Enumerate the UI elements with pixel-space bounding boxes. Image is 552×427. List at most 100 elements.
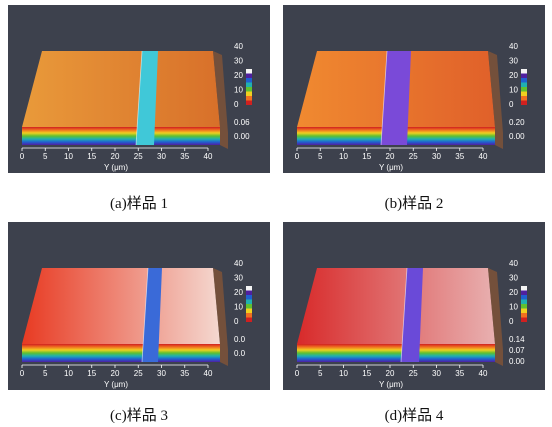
groove-edge [380,50,388,146]
x-tick-label: 35 [180,369,189,378]
colorbar-swatch [246,304,252,309]
x-tick-label: 40 [479,369,488,378]
x-tick-label: 10 [64,152,73,161]
z-tick-label: 0.07 [509,346,525,355]
colorbar-swatch [246,82,252,87]
colorbar-swatch [246,78,252,83]
z-tick-label: 0 [234,100,239,109]
colorbar-swatch [521,290,527,295]
x-tick-label: 25 [409,152,418,161]
z-tick-label: 0.0 [234,349,246,358]
colorbar-swatch [521,87,527,92]
x-tick-label: 30 [432,369,441,378]
colorbar-swatch [521,69,527,74]
x-tick-label: 35 [455,152,464,161]
groove-edge [135,50,143,146]
groove-edge [141,267,149,363]
groove [381,51,411,145]
colorbar-swatch [521,313,527,318]
colorbar-swatch [521,317,527,322]
colorbar-swatch [246,286,252,291]
x-tick-label: 25 [409,369,418,378]
z-tick-label: 0.06 [234,118,250,127]
colorbar-swatch [521,73,527,78]
x-tick-label: 20 [111,369,120,378]
x-tick-label: 40 [204,369,213,378]
surface-plot: 0 5 10 15 20 25 30 35 40 Y (μm) 40 30 20 10 0 0.06 0.00 [8,5,270,173]
x-tick-label: 30 [157,369,166,378]
z-tick-label: 10 [234,86,243,95]
x-tick-label: 5 [318,369,323,378]
colorbar-swatch [521,295,527,300]
x-tick-label: 25 [134,369,143,378]
x-tick-label: 30 [157,152,166,161]
colorbar-swatch [246,295,252,300]
colorbar-swatch [246,313,252,318]
z-tick-label: 30 [234,274,243,283]
groove-edge [400,267,408,363]
z-tick-label: 0.00 [509,357,525,366]
slab-top [297,268,495,344]
groove [401,268,423,362]
x-tick-label: 5 [43,369,48,378]
x-tick-label: 15 [87,152,96,161]
slab-side [213,51,228,149]
caption: (d)样品 4 [384,408,444,424]
z-tick-label: 40 [234,259,243,268]
z-tick-label: 0.14 [509,335,525,344]
surface-plot: 0 5 10 15 20 25 30 35 40 Y (μm) 40 30 20 10 0 0.0 0.0 [8,222,270,390]
z-tick-label: 0.00 [234,132,250,141]
x-tick-label: 30 [432,152,441,161]
slab-front [22,127,220,145]
z-tick-label: 10 [509,86,518,95]
x-tick-label: 15 [362,369,371,378]
x-tick-label: 35 [455,369,464,378]
x-tick-label: 5 [318,152,323,161]
z-tick-label: 0.20 [509,118,525,127]
z-tick-label: 0.0 [234,335,246,344]
z-tick-label: 40 [234,42,243,51]
colorbar-swatch [246,308,252,313]
x-tick-label: 10 [64,369,73,378]
colorbar-swatch [521,308,527,313]
colorbar-swatch [246,96,252,101]
z-tick-label: 0 [234,317,239,326]
x-tick-label: 0 [295,152,300,161]
colorbar-swatch [246,299,252,304]
x-tick-label: 10 [339,152,348,161]
x-tick-label: 25 [134,152,143,161]
x-tick-label: 35 [180,152,189,161]
slab-front [22,344,220,362]
x-tick-label: 5 [43,152,48,161]
colorbar-swatch [521,286,527,291]
colorbar-swatch [521,304,527,309]
z-tick-label: 30 [509,274,518,283]
x-axis-label: Y (μm) [104,380,128,389]
x-tick-label: 15 [362,152,371,161]
colorbar-swatch [246,317,252,322]
z-tick-label: 30 [234,57,243,66]
colorbar-swatch [521,299,527,304]
x-axis-label: Y (μm) [379,163,403,172]
colorbar-swatch [521,100,527,105]
x-tick-label: 20 [386,152,395,161]
x-axis-label: Y (μm) [104,163,128,172]
z-tick-label: 20 [509,71,518,80]
z-tick-label: 20 [234,71,243,80]
z-tick-label: 20 [509,288,518,297]
caption: (b)样品 2 [384,196,444,212]
x-tick-label: 0 [20,152,25,161]
z-tick-label: 10 [509,303,518,312]
colorbar-swatch [246,69,252,74]
groove [136,51,158,145]
z-tick-label: 0 [509,317,514,326]
colorbar-swatch [521,96,527,101]
z-tick-label: 0 [509,100,514,109]
x-tick-label: 0 [20,369,25,378]
caption: (c)样品 3 [110,408,168,424]
x-tick-label: 15 [87,369,96,378]
slab-top [22,268,220,344]
surface-plot: 0 5 10 15 20 25 30 35 40 Y (μm) 40 30 20 10 0 0.20 0.00 [283,5,545,173]
caption: (a)样品 1 [110,196,168,212]
